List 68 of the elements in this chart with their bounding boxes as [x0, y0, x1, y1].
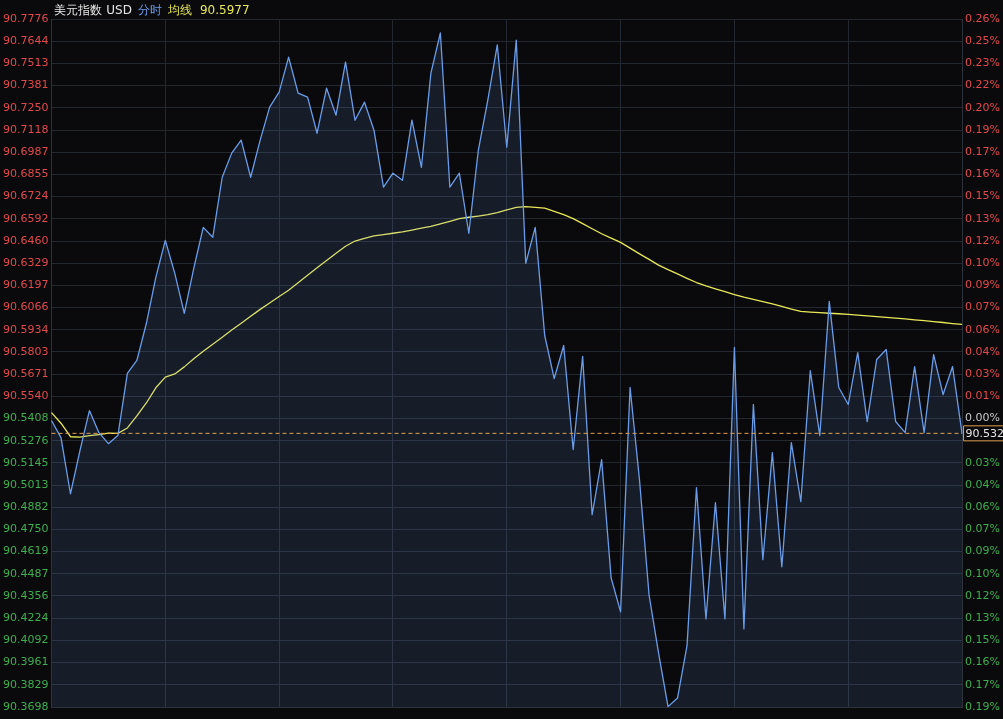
y2-tick-label: 0.23% — [965, 56, 1001, 70]
y-tick-label: 90.4092 — [2, 633, 49, 647]
chart-title: 美元指数 USD — [54, 2, 132, 17]
y2-tick-label: 0.10% — [965, 255, 1001, 269]
y-tick-label: 90.4619 — [2, 544, 49, 558]
y2-tick-label: 0.04% — [965, 344, 1001, 358]
y-tick-label: 90.6724 — [2, 189, 49, 203]
y-tick-label: 90.7644 — [2, 34, 49, 48]
y2-tick-label: 0.10% — [965, 566, 1001, 580]
y-tick-label: 90.7776 — [2, 11, 49, 25]
y-tick-label: 90.5540 — [2, 389, 49, 403]
y-tick-label: 90.6460 — [2, 233, 49, 247]
y-tick-label: 90.3829 — [2, 677, 49, 691]
y-tick-label: 90.7513 — [2, 56, 49, 70]
y2-tick-label: 0.06% — [965, 500, 1001, 514]
y2-tick-label: 0.25% — [965, 34, 1001, 48]
y2-tick-label: 0.06% — [965, 322, 1001, 336]
y-tick-label: 90.6855 — [2, 167, 49, 181]
y2-tick-label: 0.12% — [965, 588, 1001, 602]
y2-tick-label: 0.26% — [965, 11, 1001, 25]
y2-tick-label: 0.17% — [965, 677, 1001, 691]
y2-tick-label: 0.17% — [965, 144, 1001, 158]
y-tick-label: 90.6329 — [2, 255, 49, 269]
y-tick-label: 90.4224 — [2, 611, 49, 625]
y-tick-label: 90.6197 — [2, 278, 49, 292]
y2-tick-label: 0.22% — [965, 78, 1001, 92]
y2-tick-label: 0.00% — [965, 411, 1001, 425]
y2-tick-label: 0.01% — [965, 389, 1001, 403]
y-tick-label: 90.5013 — [2, 478, 49, 492]
y-tick-label: 90.5671 — [2, 366, 49, 380]
y-tick-label: 90.6066 — [2, 300, 49, 314]
text: 分时 — [137, 2, 162, 17]
y2-tick-label: 0.20% — [965, 100, 1001, 114]
y-tick-label: 90.3961 — [2, 655, 49, 669]
y-tick-label: 90.3698 — [2, 699, 49, 713]
y-tick-label: 90.5276 — [2, 433, 49, 447]
y-tick-label: 90.7381 — [2, 78, 49, 92]
y2-tick-label: 0.13% — [965, 211, 1001, 225]
y-tick-label: 90.6592 — [2, 211, 49, 225]
y2-tick-label: 0.09% — [965, 278, 1001, 292]
y2-tick-label: 0.16% — [965, 655, 1001, 669]
y2-tick-label: 0.15% — [965, 189, 1001, 203]
y2-tick-label: 0.12% — [965, 233, 1001, 247]
y2-tick-label: 0.07% — [965, 300, 1001, 314]
y2-tick-label: 0.19% — [965, 699, 1001, 713]
y-tick-label: 90.4750 — [2, 522, 49, 536]
text: 均线 — [166, 2, 192, 17]
ref-line-label: 90.532 — [965, 426, 1003, 440]
y-tick-label: 90.5803 — [2, 344, 49, 358]
y2-tick-label: 0.07% — [965, 522, 1001, 536]
y2-tick-label: 0.09% — [965, 544, 1001, 558]
y-tick-label: 90.4356 — [2, 588, 49, 602]
y2-tick-label: 0.15% — [965, 633, 1001, 647]
y-tick-label: 90.5934 — [2, 322, 49, 336]
y-tick-label: 90.7250 — [2, 100, 49, 114]
text: 90.5977 — [199, 2, 250, 17]
y2-tick-label: 0.19% — [965, 122, 1001, 136]
y2-tick-label: 0.16% — [965, 167, 1001, 181]
y2-tick-label: 0.03% — [965, 455, 1001, 469]
y2-tick-label: 0.03% — [965, 367, 1001, 381]
y-tick-label: 90.5145 — [2, 455, 49, 469]
y-tick-label: 90.5408 — [2, 411, 49, 425]
y-tick-label: 90.7118 — [2, 122, 49, 136]
y-tick-label: 90.6987 — [2, 144, 49, 158]
y2-tick-label: 0.13% — [965, 611, 1001, 625]
y2-tick-label: 0.04% — [965, 477, 1001, 491]
y-tick-label: 90.4487 — [2, 566, 49, 580]
y-tick-label: 90.4882 — [2, 500, 49, 514]
